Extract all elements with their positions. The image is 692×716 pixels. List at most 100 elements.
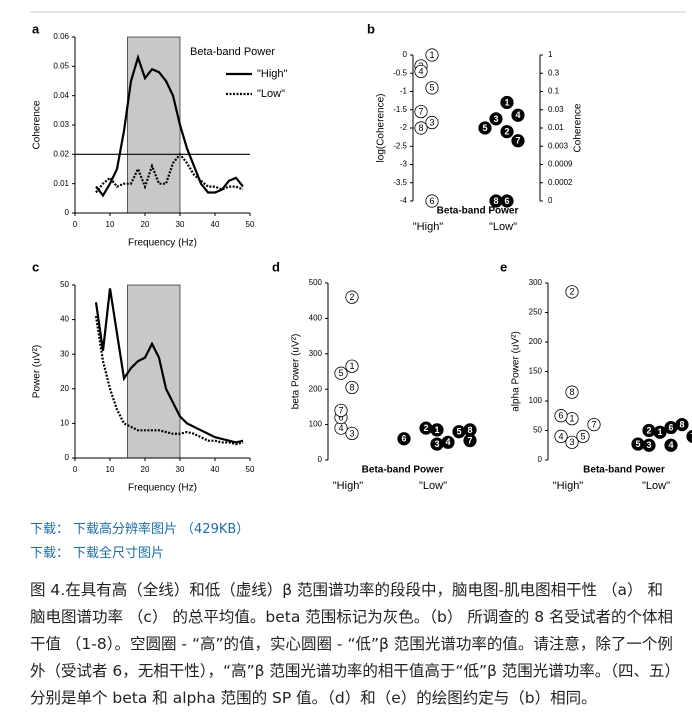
subject-label: 6 (504, 196, 509, 206)
subject-label: 4 (445, 437, 450, 447)
subject-label: 4 (515, 110, 520, 120)
subject-dot (554, 409, 568, 423)
subject-label: 5 (429, 83, 434, 93)
y-tick-label: 0 (65, 208, 70, 217)
subject-dot (686, 429, 692, 443)
y-tick-label: 0 (538, 455, 543, 464)
panel-letter: d (272, 259, 280, 274)
subject-dot (414, 64, 428, 79)
download-link[interactable]: 下载高分辨率图片 (73, 522, 178, 537)
legend-label: "Low" (257, 88, 285, 100)
y-axis-title: Coherence (32, 100, 43, 149)
y-tick-label: -3.5 (393, 178, 407, 187)
subject-dot (489, 112, 503, 126)
y-axis-title: beta Power (uV²) (291, 334, 302, 410)
series-line (95, 152, 244, 194)
y-tick-label: 200 (529, 337, 543, 346)
y-tick-label: -4 (400, 196, 408, 205)
y-tick-label: 50 (533, 426, 542, 435)
subject-dot (554, 429, 568, 443)
y2-tick-label: 0.003 (548, 141, 569, 150)
y-tick-label: -1.5 (393, 105, 407, 114)
y-tick-label: 0.05 (53, 61, 69, 70)
subject-label: 4 (558, 431, 563, 441)
y-tick-label: 0.01 (53, 179, 69, 188)
subject-label: 3 (646, 440, 651, 450)
y-tick-label: 0.06 (53, 32, 69, 41)
subject-label: 5 (580, 431, 585, 441)
series-line (95, 53, 244, 198)
y2-tick-label: 0.0009 (548, 160, 573, 169)
y-tick-label: 100 (529, 396, 543, 405)
y2-tick-label: 0.0002 (548, 178, 573, 187)
subject-label: 6 (558, 411, 563, 421)
subject-dot (419, 421, 433, 435)
x-tick-label: 50 (246, 465, 255, 474)
legend-title: Beta-band Power (190, 46, 275, 58)
subject-label: 8 (679, 419, 684, 429)
y2-axis-title: Coherence (573, 103, 584, 152)
subject-label: 6 (429, 196, 434, 206)
y-tick-label: 40 (60, 315, 69, 324)
subject-dot (642, 423, 656, 438)
subject-label: 5 (482, 123, 487, 133)
beta-band-shade (127, 284, 181, 459)
x-tick-label: 50 (246, 220, 255, 229)
x-tick-label: 30 (176, 465, 185, 474)
subject-dot (500, 125, 514, 139)
y-tick-label: 0.04 (53, 91, 69, 100)
y2-tick-label: 1 (548, 50, 553, 59)
subject-dot (565, 435, 579, 449)
subject-dot (441, 435, 455, 449)
subject-label: 6 (338, 412, 343, 422)
subject-label: 1 (504, 97, 509, 107)
panel-letter: c (32, 259, 39, 274)
series-line (94, 288, 244, 444)
subject-label: 7 (690, 431, 692, 441)
subject-dot (425, 48, 439, 62)
download-link-row: 下载： 下载高分辨率图片 （429KB） (30, 518, 253, 537)
subject-dot (489, 194, 503, 208)
link-prefix: 下载： (30, 546, 70, 561)
y-tick-label: -0.5 (393, 68, 407, 77)
subject-label: 4 (668, 440, 673, 450)
y-tick-label: -1 (400, 87, 408, 96)
subject-dot (675, 417, 689, 432)
category-label: "Low" (419, 480, 447, 492)
y2-tick-label: 0.3 (548, 68, 560, 77)
x-axis-title: Beta-band Power (362, 465, 444, 476)
y-tick-label: 150 (529, 367, 543, 376)
subject-label: 2 (423, 423, 428, 433)
y2-tick-label: 0.03 (548, 105, 564, 114)
x-tick-label: 40 (211, 220, 220, 229)
subject-dot (345, 380, 359, 395)
subject-dot (397, 432, 411, 446)
subject-label: 5 (456, 427, 461, 437)
subject-label: 6 (401, 434, 406, 444)
y-tick-label: 200 (309, 384, 323, 393)
download-link[interactable]: 下载全尺寸图片 (73, 546, 165, 561)
download-link-row: 下载： 下载全尺寸图片 (30, 542, 168, 561)
panel-letter: b (367, 21, 375, 36)
category-label: "Low" (642, 480, 670, 492)
x-tick-label: 20 (141, 220, 150, 229)
x-axis-title: Beta-band Power (583, 465, 665, 476)
y-tick-label: 100 (309, 420, 323, 429)
subject-dot (565, 385, 579, 399)
y-tick-label: 20 (60, 384, 69, 393)
subject-dot (500, 95, 514, 110)
y-tick-label: 0.02 (53, 149, 69, 158)
subject-dot (345, 359, 359, 373)
subject-label: 2 (349, 292, 354, 302)
x-axis-title: Frequency (Hz) (128, 483, 197, 494)
y2-tick-label: 0.01 (548, 123, 564, 132)
x-tick-label: 0 (73, 220, 78, 229)
subject-label: 8 (467, 425, 472, 435)
link-prefix: 下载： (30, 522, 70, 537)
subject-label: 3 (349, 428, 354, 438)
category-label: "High" (333, 480, 364, 492)
y-tick-label: 300 (529, 278, 543, 287)
panel-letter: e (500, 259, 507, 274)
x-tick-label: 10 (106, 465, 115, 474)
